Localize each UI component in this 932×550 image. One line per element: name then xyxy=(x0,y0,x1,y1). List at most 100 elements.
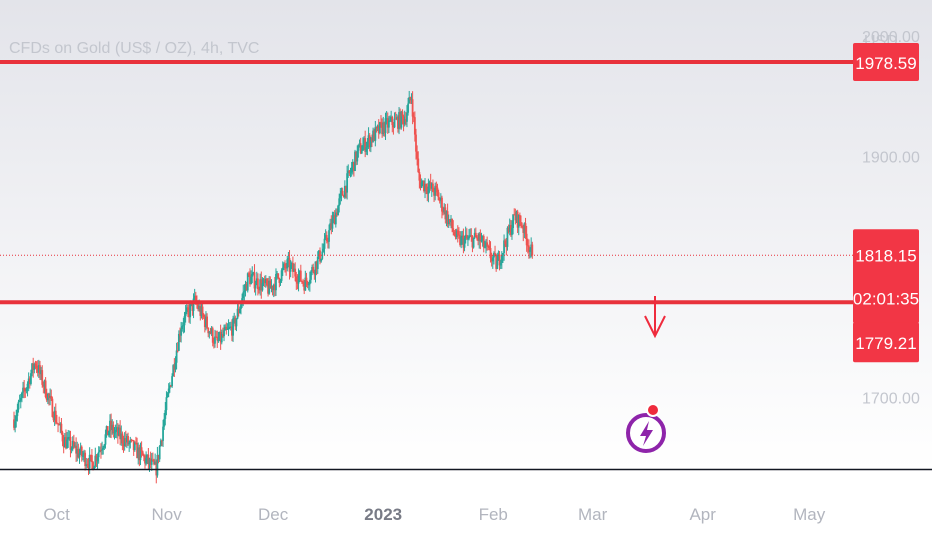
candle-body xyxy=(236,308,239,319)
candle-body xyxy=(508,224,511,232)
candle-body xyxy=(186,307,189,310)
candle-body xyxy=(193,295,196,299)
candle-body xyxy=(289,264,292,272)
candle-body xyxy=(360,150,363,154)
candle-body xyxy=(386,118,389,128)
candle-body xyxy=(435,185,438,188)
candle-body xyxy=(208,331,211,334)
candle-body xyxy=(481,236,484,240)
candle-body xyxy=(200,306,203,316)
candle-body xyxy=(280,270,283,281)
candle-body xyxy=(469,235,472,237)
candle-body xyxy=(17,401,20,410)
candle-body xyxy=(269,280,272,289)
down-arrow-head xyxy=(644,315,666,339)
candle-body xyxy=(387,120,390,128)
candle-body xyxy=(98,449,101,452)
candle-body xyxy=(79,446,82,454)
candle-body xyxy=(382,122,385,135)
candle-body xyxy=(97,451,100,458)
candle-body xyxy=(85,464,88,467)
candle-body xyxy=(18,400,21,402)
candle-body xyxy=(37,365,40,373)
candle-body xyxy=(284,263,286,268)
candle-body xyxy=(515,211,518,221)
candle-body xyxy=(63,437,66,448)
candle-body xyxy=(415,134,417,152)
candle-body xyxy=(210,328,213,334)
candle-body xyxy=(277,273,280,279)
candle-body xyxy=(31,363,33,374)
candle-body xyxy=(176,350,179,352)
candle-body xyxy=(138,447,141,461)
candle-body xyxy=(346,173,349,193)
candle-body xyxy=(314,261,317,275)
candle-body xyxy=(287,258,290,260)
candle-body xyxy=(500,254,503,263)
candle-body xyxy=(281,267,284,271)
candle-body xyxy=(393,118,396,128)
candle-body xyxy=(410,99,413,101)
candle-body xyxy=(159,440,162,447)
candle-body xyxy=(130,439,133,441)
candle-body xyxy=(22,387,24,393)
candle-body xyxy=(332,214,335,219)
candle-body xyxy=(46,393,49,401)
candle-body xyxy=(78,453,81,458)
resistance-price-tag xyxy=(853,42,919,81)
candle-body xyxy=(53,410,56,421)
candle-body xyxy=(356,150,359,162)
candle-body xyxy=(57,423,59,425)
candle-body xyxy=(525,233,528,246)
candle-body xyxy=(86,464,89,466)
candle-body xyxy=(235,318,238,327)
candle-body xyxy=(296,282,299,284)
candle-body xyxy=(102,447,105,450)
candle-body xyxy=(409,97,412,100)
candle-body xyxy=(228,326,231,328)
candle-body xyxy=(450,218,452,223)
candle-body xyxy=(111,424,114,430)
candle-body xyxy=(245,284,248,291)
candle-body xyxy=(49,395,52,398)
candle-body xyxy=(334,212,337,225)
candle-body xyxy=(383,122,386,134)
candle-body xyxy=(451,218,454,229)
x-tick-label: Nov xyxy=(152,505,183,524)
candle-body xyxy=(303,283,306,291)
candle-body xyxy=(454,235,457,238)
candle-body xyxy=(412,116,415,118)
candle-body xyxy=(191,302,194,311)
candle-body xyxy=(43,380,46,387)
candle-body xyxy=(151,459,154,461)
candle-body xyxy=(89,454,92,456)
candle-body xyxy=(177,333,180,351)
candle-body xyxy=(495,254,498,269)
candle-body xyxy=(444,207,447,220)
candle-body xyxy=(430,183,433,189)
candle-body xyxy=(367,135,370,142)
candle-body xyxy=(260,279,263,291)
horizontal-levels: 1978.59 1818.15 02:01:35 1779.21 xyxy=(0,42,919,363)
chart-title: CFDs on Gold (US$ / OZ), 4h, TVC xyxy=(9,40,259,57)
candle-body xyxy=(421,180,424,183)
candle-body xyxy=(220,334,223,343)
candle-body xyxy=(323,238,326,249)
candle-body xyxy=(339,193,342,199)
countdown-label: 02:01:35 xyxy=(853,289,919,308)
candle-body xyxy=(113,431,116,434)
candle-body xyxy=(203,317,206,328)
candle-body xyxy=(518,215,521,223)
candle-body xyxy=(342,195,345,198)
candle-body xyxy=(313,271,316,275)
candle-body xyxy=(429,182,432,189)
candle-body xyxy=(158,446,161,460)
candle-body xyxy=(266,278,268,286)
candle-body xyxy=(345,185,347,193)
candle-body xyxy=(408,97,411,104)
candle-body xyxy=(147,454,150,465)
candle-body xyxy=(77,449,80,458)
candle-body xyxy=(243,291,246,293)
candle-body xyxy=(182,325,185,327)
